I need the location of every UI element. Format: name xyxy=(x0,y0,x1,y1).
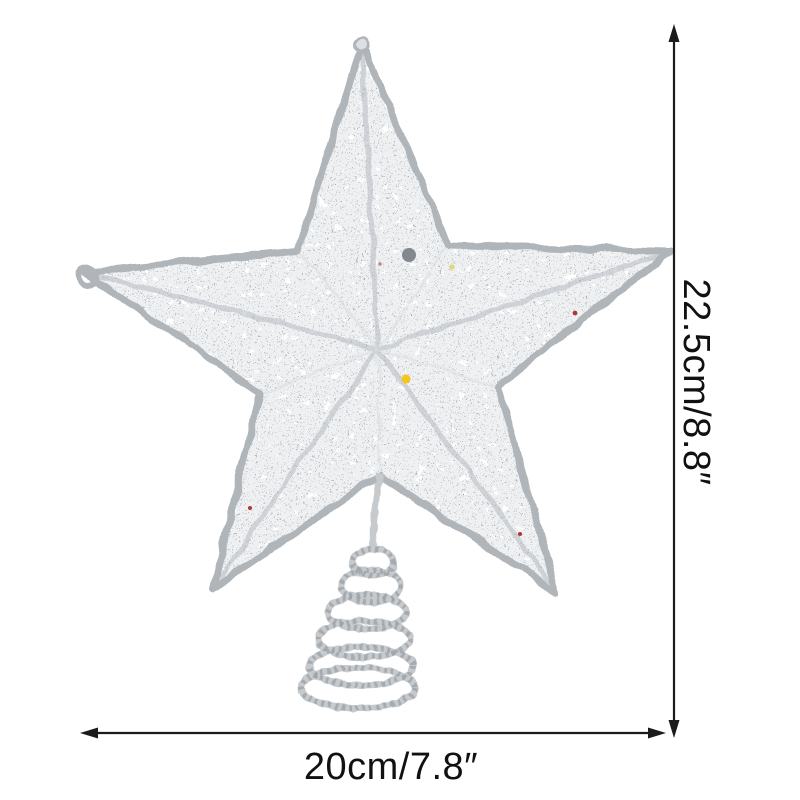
spiral-rings xyxy=(297,545,419,712)
height-label: 22.5cm/8.8″ xyxy=(675,279,717,486)
up-arrow-icon xyxy=(668,24,680,42)
spiral-ring-grain xyxy=(325,592,409,632)
facet-line xyxy=(83,269,379,352)
facet-line xyxy=(377,248,671,352)
facet-line xyxy=(376,244,451,350)
spiral-ring-grain xyxy=(298,665,418,711)
facet-line xyxy=(259,347,379,395)
red-speck xyxy=(572,310,578,316)
spiral-ring-grain xyxy=(315,618,413,660)
right-arrow-icon xyxy=(648,727,666,739)
red-speck xyxy=(248,506,252,510)
star-facet-lines xyxy=(83,43,671,594)
pale-yellow-speck xyxy=(449,264,455,270)
left-arrow-icon xyxy=(80,727,98,739)
red-speck xyxy=(518,532,522,536)
width-label: 20cm/7.8″ xyxy=(304,746,478,788)
yellow-speck xyxy=(401,374,411,384)
dark-sequin-speck xyxy=(402,248,416,262)
spiral-ring-grain xyxy=(349,546,397,578)
facet-line xyxy=(376,348,382,476)
red-speck xyxy=(378,262,382,266)
spiral-cone-base xyxy=(297,472,419,712)
facet-line xyxy=(359,43,381,350)
spiral-ring-grain xyxy=(338,567,404,605)
down-arrow-icon xyxy=(668,720,680,738)
glitter-specks xyxy=(248,248,578,536)
height-dimension: 22.5cm/8.8″ xyxy=(668,24,717,738)
facet-line xyxy=(375,347,560,594)
facet-line xyxy=(377,347,499,389)
top-tip-nub xyxy=(352,36,370,54)
left-tip-loop xyxy=(76,265,100,289)
spiral-ring-grain xyxy=(306,644,416,688)
hanger-stem xyxy=(369,472,384,551)
facet-line xyxy=(210,347,381,590)
width-dimension: 20cm/7.8″ xyxy=(80,727,666,788)
facet-line xyxy=(296,250,380,350)
